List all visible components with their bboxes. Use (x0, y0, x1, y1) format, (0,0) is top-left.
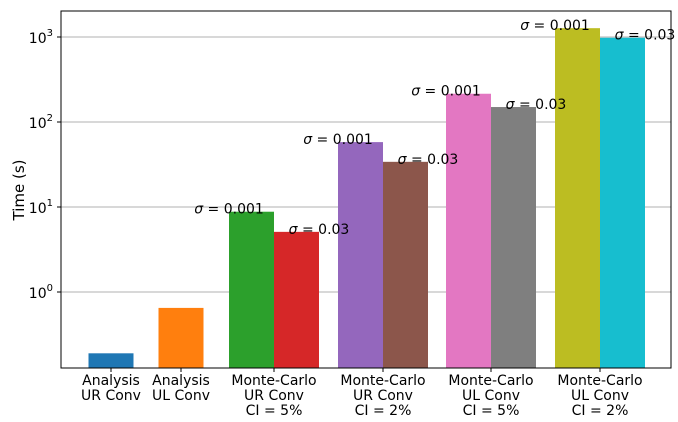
sigma-label-9: σ = 0.03 (615, 28, 676, 44)
bar-5 (383, 161, 428, 368)
y-tick-label-0: 100 (29, 283, 53, 302)
y-axis-label: Time (s) (10, 160, 28, 222)
sigma-label-8: σ = 0.001 (520, 18, 590, 34)
y-tick-label-3: 103 (29, 28, 53, 47)
bar-0 (88, 353, 134, 368)
y-tick-label-2: 102 (29, 113, 53, 132)
bar-8 (555, 28, 600, 368)
bar-2 (229, 211, 274, 368)
tick-layer: 100 101 102 103 (29, 28, 601, 372)
sigma-label-5: σ = 0.03 (398, 152, 459, 168)
sigma-label-3: σ = 0.03 (289, 222, 350, 238)
x-tick-label-5: Monte-Carlo UL Conv CI = 2% (557, 373, 642, 417)
bar-1 (158, 307, 204, 368)
sigma-label-4: σ = 0.001 (303, 132, 373, 148)
bar-4 (338, 142, 383, 368)
bar-3 (274, 231, 319, 368)
bar-9 (600, 37, 645, 368)
bar-layer (88, 28, 645, 369)
x-tick-label-1: Analysis UL Conv (152, 373, 210, 404)
x-tick-label-4: Monte-Carlo UL Conv CI = 5% (448, 373, 533, 417)
axes-layer (60, 10, 672, 369)
sigma-label-2: σ = 0.001 (194, 202, 264, 218)
annotation-layer: σ = 0.001 σ = 0.03 σ = 0.001 σ = 0.03 σ = 0.… (194, 18, 675, 238)
axes-frame (60, 10, 672, 369)
bar-6 (446, 93, 491, 368)
x-tick-label-3: Monte-Carlo UR Conv CI = 2% (340, 373, 425, 417)
bar-7 (491, 107, 536, 369)
sigma-label-6: σ = 0.001 (411, 84, 481, 100)
x-tick-label-0: Analysis UR Conv (81, 373, 141, 404)
x-tick-label-2: Monte-Carlo UR Conv CI = 5% (231, 373, 316, 417)
category-label-layer: Analysis UR Conv Analysis UL Conv Monte-Carl… (81, 373, 643, 419)
sigma-label-7: σ = 0.03 (506, 97, 567, 113)
y-tick-label-1: 101 (29, 198, 53, 217)
